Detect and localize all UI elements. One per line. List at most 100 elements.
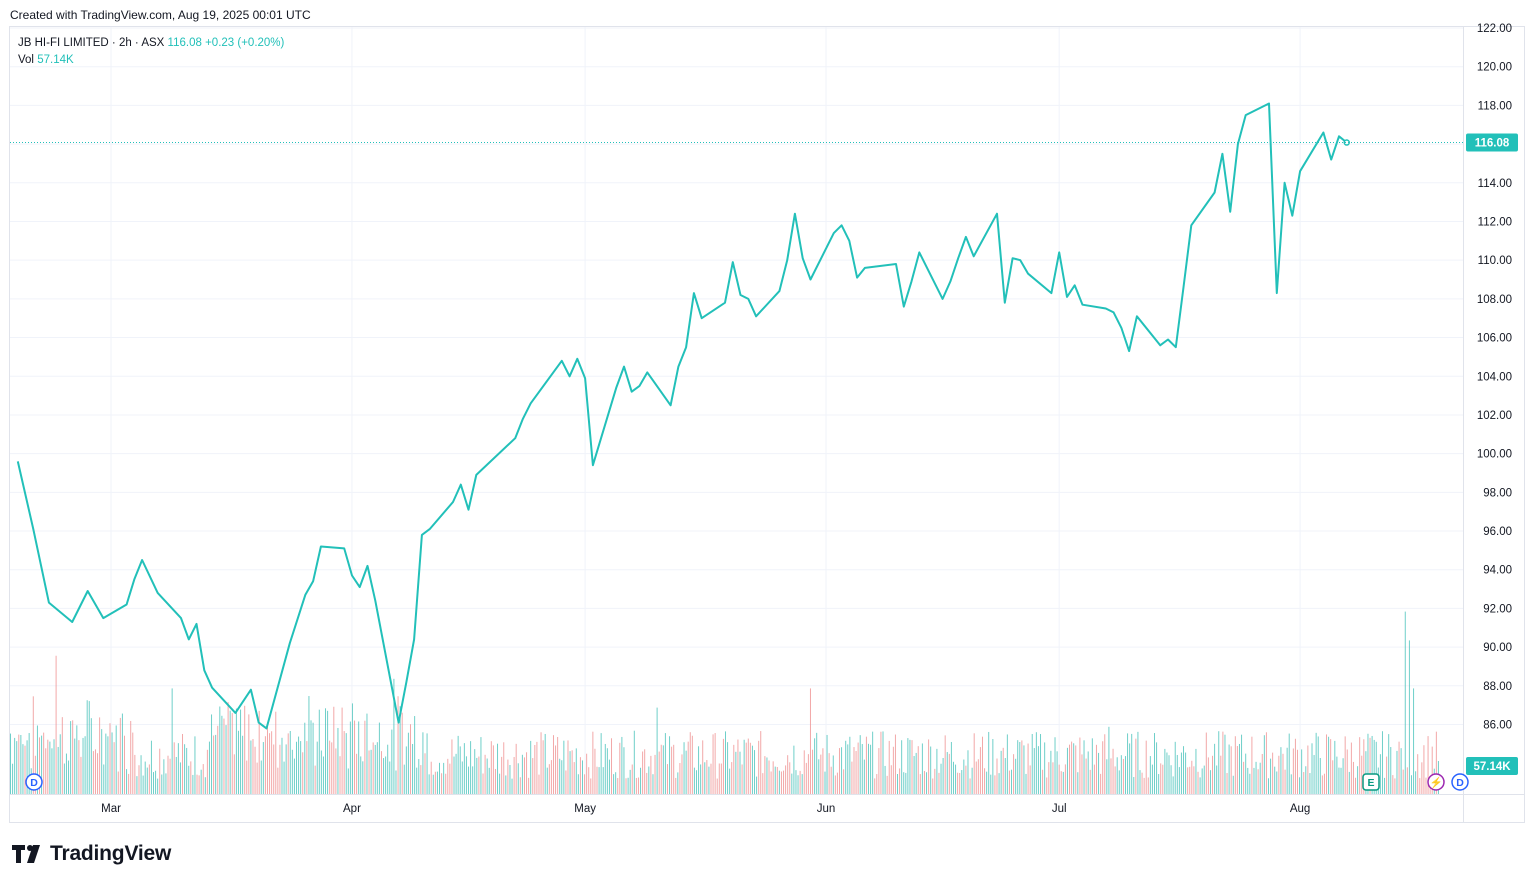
volume-bar	[94, 749, 96, 794]
volume-bar	[57, 746, 59, 794]
x-tick-label: May	[574, 803, 596, 815]
volume-bar	[1095, 744, 1097, 794]
volume-bar	[1315, 732, 1317, 794]
volume-bar	[1141, 772, 1143, 794]
volume-bar	[20, 734, 22, 794]
volume-bar	[204, 777, 206, 794]
volume-bar	[1166, 752, 1168, 794]
volume-bar	[173, 742, 175, 794]
volume-bar	[343, 731, 345, 794]
volume-bar	[468, 766, 470, 794]
chart-frame	[9, 26, 1525, 823]
volume-bar	[128, 773, 130, 794]
volume-bar	[872, 731, 874, 794]
volume-bar	[824, 771, 826, 794]
legend-volume-label[interactable]: Vol	[18, 54, 34, 66]
volume-bar	[312, 722, 314, 794]
volume-bar	[1085, 758, 1087, 794]
earnings-marker-icon[interactable]	[1362, 773, 1380, 791]
volume-bar	[565, 770, 567, 794]
volume-bar	[167, 755, 169, 794]
volume-bar	[1037, 746, 1039, 794]
volume-bar	[1220, 755, 1222, 794]
volume-bar	[1297, 749, 1298, 794]
volume-bar	[291, 749, 293, 794]
volume-bar	[857, 742, 859, 794]
volume-bar	[640, 767, 642, 794]
volume-bar	[165, 773, 167, 794]
volume-bar	[159, 748, 161, 794]
volume-bar	[1056, 751, 1058, 794]
volume-bar	[441, 773, 443, 794]
volume-bar	[1050, 750, 1052, 794]
volume-bar	[1098, 752, 1100, 794]
volume-bar	[1191, 760, 1193, 794]
volume-bar	[211, 714, 213, 794]
volume-bar	[1137, 731, 1139, 794]
volume-bar	[389, 761, 391, 794]
volume-bar	[1214, 743, 1216, 794]
y-tick-label: 94.00	[1483, 565, 1512, 577]
volume-bar	[513, 757, 515, 794]
volume-bar	[74, 738, 76, 794]
volume-bar	[380, 751, 382, 794]
volume-bar	[1035, 732, 1037, 794]
volume-bar	[231, 713, 233, 794]
volume-bar	[803, 750, 805, 794]
volume-bar	[196, 774, 198, 794]
legend-symbol[interactable]: JB HI-FI LIMITED · 2h · ASX	[18, 37, 165, 49]
volume-bar	[946, 752, 948, 794]
volume-bar	[552, 735, 554, 794]
volume-bar	[453, 756, 455, 794]
volume-bar	[681, 754, 683, 794]
volume-bar	[536, 741, 538, 794]
volume-bar	[246, 760, 248, 794]
volume-bar	[22, 744, 24, 794]
volume-bar	[177, 743, 179, 794]
volume-bar	[1255, 761, 1257, 794]
volume-bar	[186, 747, 188, 794]
price-line[interactable]	[16, 102, 1348, 730]
volume-bar	[1100, 773, 1102, 794]
volume-bar	[320, 750, 322, 794]
volume-bar	[217, 725, 219, 794]
volume-bar	[1212, 755, 1214, 794]
volume-bar	[969, 778, 971, 794]
volume-bar	[1392, 775, 1394, 794]
volume-bar	[1288, 733, 1290, 794]
x-tick-label: Jun	[817, 803, 836, 815]
volume-bar	[405, 746, 407, 794]
volume-bar	[1230, 746, 1232, 794]
volume-bar	[171, 688, 173, 794]
volume-bar	[1203, 765, 1205, 794]
volume-bar	[1162, 764, 1164, 794]
volume-bar	[950, 741, 952, 794]
volume-bar	[1075, 745, 1077, 794]
dividend-marker-icon[interactable]	[1451, 773, 1469, 791]
volume-bar	[316, 741, 318, 794]
volume-bar	[534, 744, 536, 794]
y-tick-label: 100.00	[1477, 449, 1512, 461]
volume-bar	[242, 735, 244, 794]
volume-bar	[1054, 737, 1056, 794]
y-tick-label: 88.00	[1483, 681, 1512, 693]
volume-bar	[258, 710, 260, 794]
volume-bar	[611, 738, 613, 794]
volume-bar	[439, 762, 440, 794]
volume-bar	[1060, 771, 1062, 794]
volume-bar	[1058, 764, 1060, 794]
volume-bar	[1410, 775, 1412, 794]
dividend-marker-icon[interactable]	[25, 773, 43, 791]
y-tick-label: 90.00	[1483, 642, 1512, 654]
volume-bar	[488, 767, 490, 794]
volume-bar	[550, 760, 552, 794]
split-event-marker-icon[interactable]	[1427, 773, 1445, 791]
volume-bar	[530, 740, 532, 794]
tradingview-logo[interactable]: TradingView	[12, 840, 171, 868]
volume-bar	[262, 742, 264, 794]
volume-bar	[1071, 741, 1073, 794]
volume-bar	[1081, 754, 1083, 794]
volume-bar	[882, 731, 884, 794]
volume-bar	[298, 736, 300, 794]
